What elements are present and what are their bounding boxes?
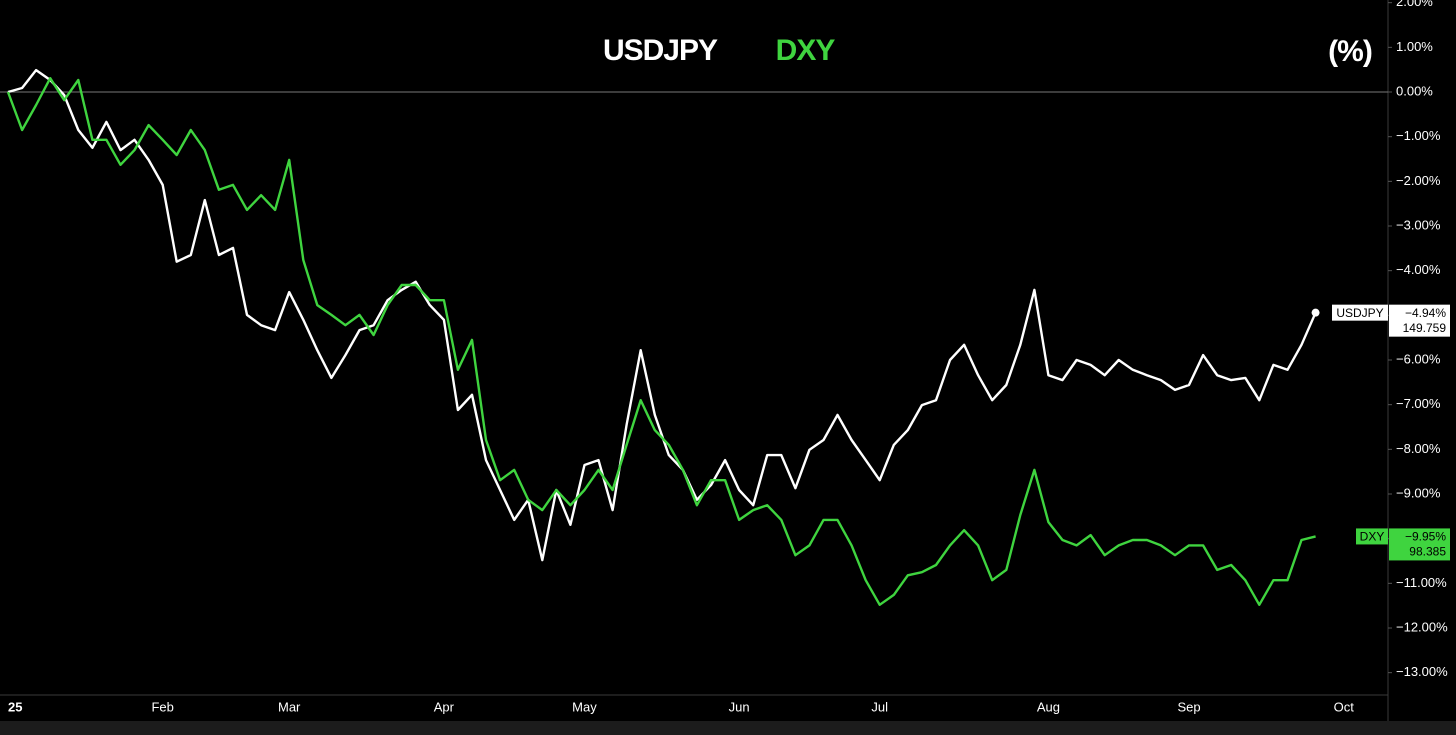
x-tick-label: Feb: [151, 699, 173, 714]
y-tick-label: −13.00%: [1396, 664, 1448, 679]
end-marker: [1311, 308, 1320, 317]
last-price-label: 98.385: [1409, 545, 1446, 559]
y-tick-label: −1.00%: [1396, 128, 1441, 143]
last-price-label: 149.759: [1403, 321, 1447, 335]
y-tick-label: −11.00%: [1396, 575, 1447, 590]
name-tag: USDJPY: [1336, 306, 1383, 320]
x-tick-label: Apr: [434, 699, 455, 714]
unit-label: (%): [1328, 35, 1372, 68]
x-tick-label: Oct: [1334, 699, 1355, 714]
y-tick-label: −2.00%: [1396, 173, 1441, 188]
legend-entry: DXY: [776, 34, 836, 67]
bottom-strip: [0, 721, 1456, 735]
x-tick-label: Aug: [1037, 699, 1060, 714]
name-tag-box: [1332, 304, 1388, 321]
y-tick-label: 1.00%: [1396, 39, 1433, 54]
y-tick-label: 2.00%: [1396, 0, 1433, 9]
name-tag: DXY: [1360, 530, 1385, 544]
x-tick-label: 25: [8, 699, 22, 714]
series-line: [7, 68, 1317, 562]
y-tick-label: −6.00%: [1396, 351, 1441, 366]
y-tick-label: 0.00%: [1396, 83, 1433, 98]
x-tick-label: Sep: [1177, 699, 1200, 714]
y-tick-label: −12.00%: [1396, 619, 1448, 634]
y-tick-label: −7.00%: [1396, 396, 1441, 411]
x-tick-label: May: [572, 699, 597, 714]
y-tick-label: −9.00%: [1396, 485, 1441, 500]
name-tag-box: [1356, 528, 1388, 545]
x-tick-label: Jul: [871, 699, 888, 714]
y-tick-label: −8.00%: [1396, 441, 1441, 456]
value-tag-box: [1389, 304, 1450, 337]
y-tick-label: −3.00%: [1396, 217, 1441, 232]
last-value-label: −4.94%: [1405, 306, 1446, 320]
x-tick-label: Mar: [278, 699, 301, 714]
series-line: [6, 77, 1316, 606]
value-tag-box: [1389, 528, 1450, 561]
x-tick-label: Jun: [729, 699, 750, 714]
last-value-label: −9.95%: [1405, 530, 1446, 544]
legend-entry: USDJPY: [603, 34, 718, 67]
y-tick-label: −4.00%: [1396, 262, 1441, 277]
